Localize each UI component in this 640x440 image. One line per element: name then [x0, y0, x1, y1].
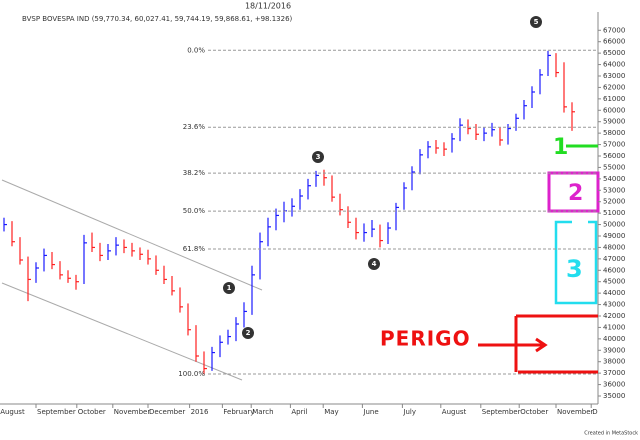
- y-tick-label: 40000: [603, 335, 625, 343]
- y-tick-label: 38000: [603, 358, 625, 366]
- note: 2: [568, 181, 583, 206]
- y-tick-label: 58000: [603, 129, 625, 137]
- y-tick-label: 44000: [603, 289, 625, 297]
- y-tick-label: 39000: [603, 346, 625, 354]
- wave-number: 5: [534, 18, 539, 26]
- y-tick-label: 64000: [603, 61, 625, 69]
- y-tick-label: 45000: [603, 278, 625, 286]
- y-tick-label: 55000: [603, 163, 625, 171]
- x-tick-label: October: [78, 408, 106, 416]
- y-tick-label: 36000: [603, 381, 625, 389]
- y-tick-label: 51000: [603, 209, 625, 217]
- y-tick-label: 66000: [603, 38, 625, 46]
- x-tick-label: 2016: [191, 408, 209, 416]
- note-box: [514, 314, 598, 374]
- fib-label: 38.2%: [183, 169, 206, 177]
- x-tick-label: November: [114, 408, 151, 416]
- footer: Created in MetaStock: [584, 431, 638, 437]
- fib-label: 100.0%: [178, 370, 205, 378]
- wave-number: 2: [246, 329, 251, 337]
- wave-label: 1 2 3 4 5: [223, 16, 542, 339]
- y-tick-label: 47000: [603, 255, 625, 263]
- y-tick-label: 57000: [603, 141, 625, 149]
- note-arrow: [478, 337, 548, 353]
- x-tick-label: October: [520, 408, 548, 416]
- y-tick-label: 52000: [603, 198, 625, 206]
- chart-title: BVSP BOVESPA IND (59,770.34, 60,027.41, …: [22, 15, 293, 23]
- x-tick-label: September: [37, 408, 76, 416]
- fib-label: 0.0%: [187, 46, 205, 54]
- hand-annotations: 1 2 3 PERIGO: [380, 135, 600, 374]
- note: PERIGO: [380, 327, 471, 351]
- channel-line: [1, 282, 243, 381]
- y-tick-label: 65000: [603, 49, 625, 57]
- y-tick-label: 53000: [603, 186, 625, 194]
- x-tick-label: August: [442, 408, 467, 416]
- x-tick-label: March: [252, 408, 273, 416]
- fib-label: 50.0%: [183, 207, 206, 215]
- page-title: 18/11/2016: [245, 2, 291, 11]
- x-tick-label: June: [362, 408, 378, 416]
- x-tick-label: July: [402, 408, 416, 416]
- wave-number: 4: [372, 260, 377, 268]
- channel-line: [1, 179, 263, 291]
- x-tick-label: August: [0, 408, 25, 416]
- y-tick-label: 63000: [603, 72, 625, 80]
- y-tick-label: 43000: [603, 301, 625, 309]
- y-tick-label: 54000: [603, 175, 625, 183]
- x-tick-label: September: [482, 408, 521, 416]
- y-tick-label: 49000: [603, 232, 625, 240]
- y-tick-label: 35000: [603, 392, 625, 400]
- y-tick-label: 50000: [603, 221, 625, 229]
- y-tick-label: 48000: [603, 243, 625, 251]
- wave-number: 1: [227, 284, 232, 292]
- x-tick-label: December: [592, 408, 628, 416]
- plot: [3, 50, 575, 375]
- y-tick-label: 61000: [603, 95, 625, 103]
- x-tick-label: November: [557, 408, 594, 416]
- x-tick-label: April: [291, 408, 307, 416]
- y-tick-label: 59000: [603, 118, 625, 126]
- y-tick-label: 62000: [603, 83, 625, 91]
- note: 1: [553, 135, 568, 160]
- y-tick-label: 46000: [603, 266, 625, 274]
- fib-label: 23.6%: [183, 123, 206, 131]
- y-tick-label: 37000: [603, 369, 625, 377]
- x-tick-label: December: [149, 408, 185, 416]
- note-box: [554, 220, 598, 305]
- y-tick-label: 42000: [603, 312, 625, 320]
- fib-label: 61.8%: [183, 245, 206, 253]
- y-tick-label: 56000: [603, 152, 625, 160]
- x-tick-label: May: [324, 408, 338, 416]
- wave-number: 3: [316, 153, 321, 161]
- y-tick-label: 60000: [603, 106, 625, 114]
- note: 3: [566, 255, 583, 283]
- y-tick-label: 41000: [603, 323, 625, 331]
- y-tick-label: 67000: [603, 26, 625, 34]
- x-tick-label: February: [223, 408, 254, 416]
